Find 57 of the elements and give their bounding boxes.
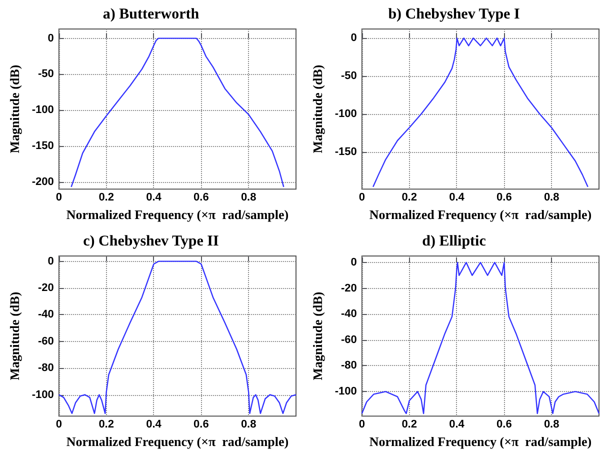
line-series — [70, 38, 284, 188]
x-axis-title: Normalized Frequency (×π rad/sample) — [66, 434, 289, 449]
x-tick-label: 0.8 — [240, 418, 256, 431]
y-tick-label: -150 — [334, 146, 357, 158]
x-tick-label: 0.6 — [496, 192, 512, 204]
x-axis-title: Normalized Frequency (×π rad/sample) — [66, 207, 289, 222]
y-tick-label: -80 — [341, 360, 357, 372]
line-series — [361, 262, 600, 414]
y-tick-label: -200 — [32, 176, 54, 188]
y-axis-title: Magnitude (dB) — [310, 292, 325, 380]
x-tick-label: 0 — [358, 418, 365, 431]
y-tick-label: -100 — [32, 388, 54, 401]
chart-title: c) Chebyshev Type II — [83, 234, 220, 250]
chart-title: d) Elliptic — [422, 234, 486, 250]
x-tick-label: 0 — [358, 192, 365, 204]
y-tick-label: -40 — [341, 308, 357, 320]
y-axis-title: Magnitude (dB) — [7, 64, 22, 154]
y-tick-label: -100 — [32, 104, 54, 116]
y-tick-label: -20 — [38, 282, 54, 294]
x-tick-label: 0.4 — [449, 418, 466, 431]
x-axis-title: Normalized Frequency (×π rad/sample) — [369, 207, 592, 222]
x-tick-label: 0.6 — [194, 418, 209, 431]
x-tick-label: 0.4 — [146, 192, 162, 204]
y-tick-label: -20 — [341, 282, 357, 294]
y-tick-label: 0 — [48, 32, 54, 44]
y-tick-label: -100 — [334, 386, 357, 398]
x-tick-label: 0.8 — [544, 192, 560, 204]
x-axis-title: Normalized Frequency (×π rad/sample) — [369, 434, 592, 449]
x-tick-label: 0 — [56, 418, 62, 431]
y-axis-title: Magnitude (dB) — [7, 292, 22, 380]
y-tick-label: 0 — [350, 32, 357, 44]
y-tick-label: -80 — [38, 362, 54, 374]
y-tick-label: -40 — [38, 308, 54, 321]
y-tick-label: 0 — [48, 255, 54, 268]
y-axis-title: Magnitude (dB) — [310, 64, 325, 154]
x-tick-label: 0.6 — [194, 192, 209, 204]
y-tick-label: -60 — [38, 335, 54, 348]
y-tick-label: -60 — [341, 334, 357, 346]
y-tick-label: -100 — [334, 108, 357, 120]
y-tick-label: -50 — [341, 70, 357, 82]
x-tick-label: 0.8 — [240, 192, 256, 204]
chart-title: a) Butterworth — [102, 6, 200, 22]
x-tick-label: 0.2 — [402, 418, 417, 431]
y-tick-label: 0 — [350, 256, 357, 268]
x-tick-label: 0.8 — [544, 418, 560, 431]
y-tick-label: -150 — [32, 140, 54, 152]
x-tick-label: 0 — [56, 192, 62, 204]
y-tick-label: -50 — [38, 68, 54, 80]
x-tick-label: 0.4 — [449, 192, 466, 204]
chart-title: b) Chebyshev Type I — [388, 6, 520, 22]
x-tick-label: 0.4 — [146, 418, 162, 431]
line-series — [372, 38, 588, 188]
line-series — [58, 260, 297, 414]
x-tick-label: 0.2 — [402, 192, 417, 204]
x-tick-label: 0.6 — [496, 418, 512, 431]
x-tick-label: 0.2 — [98, 418, 114, 431]
x-tick-label: 0.2 — [98, 192, 114, 204]
